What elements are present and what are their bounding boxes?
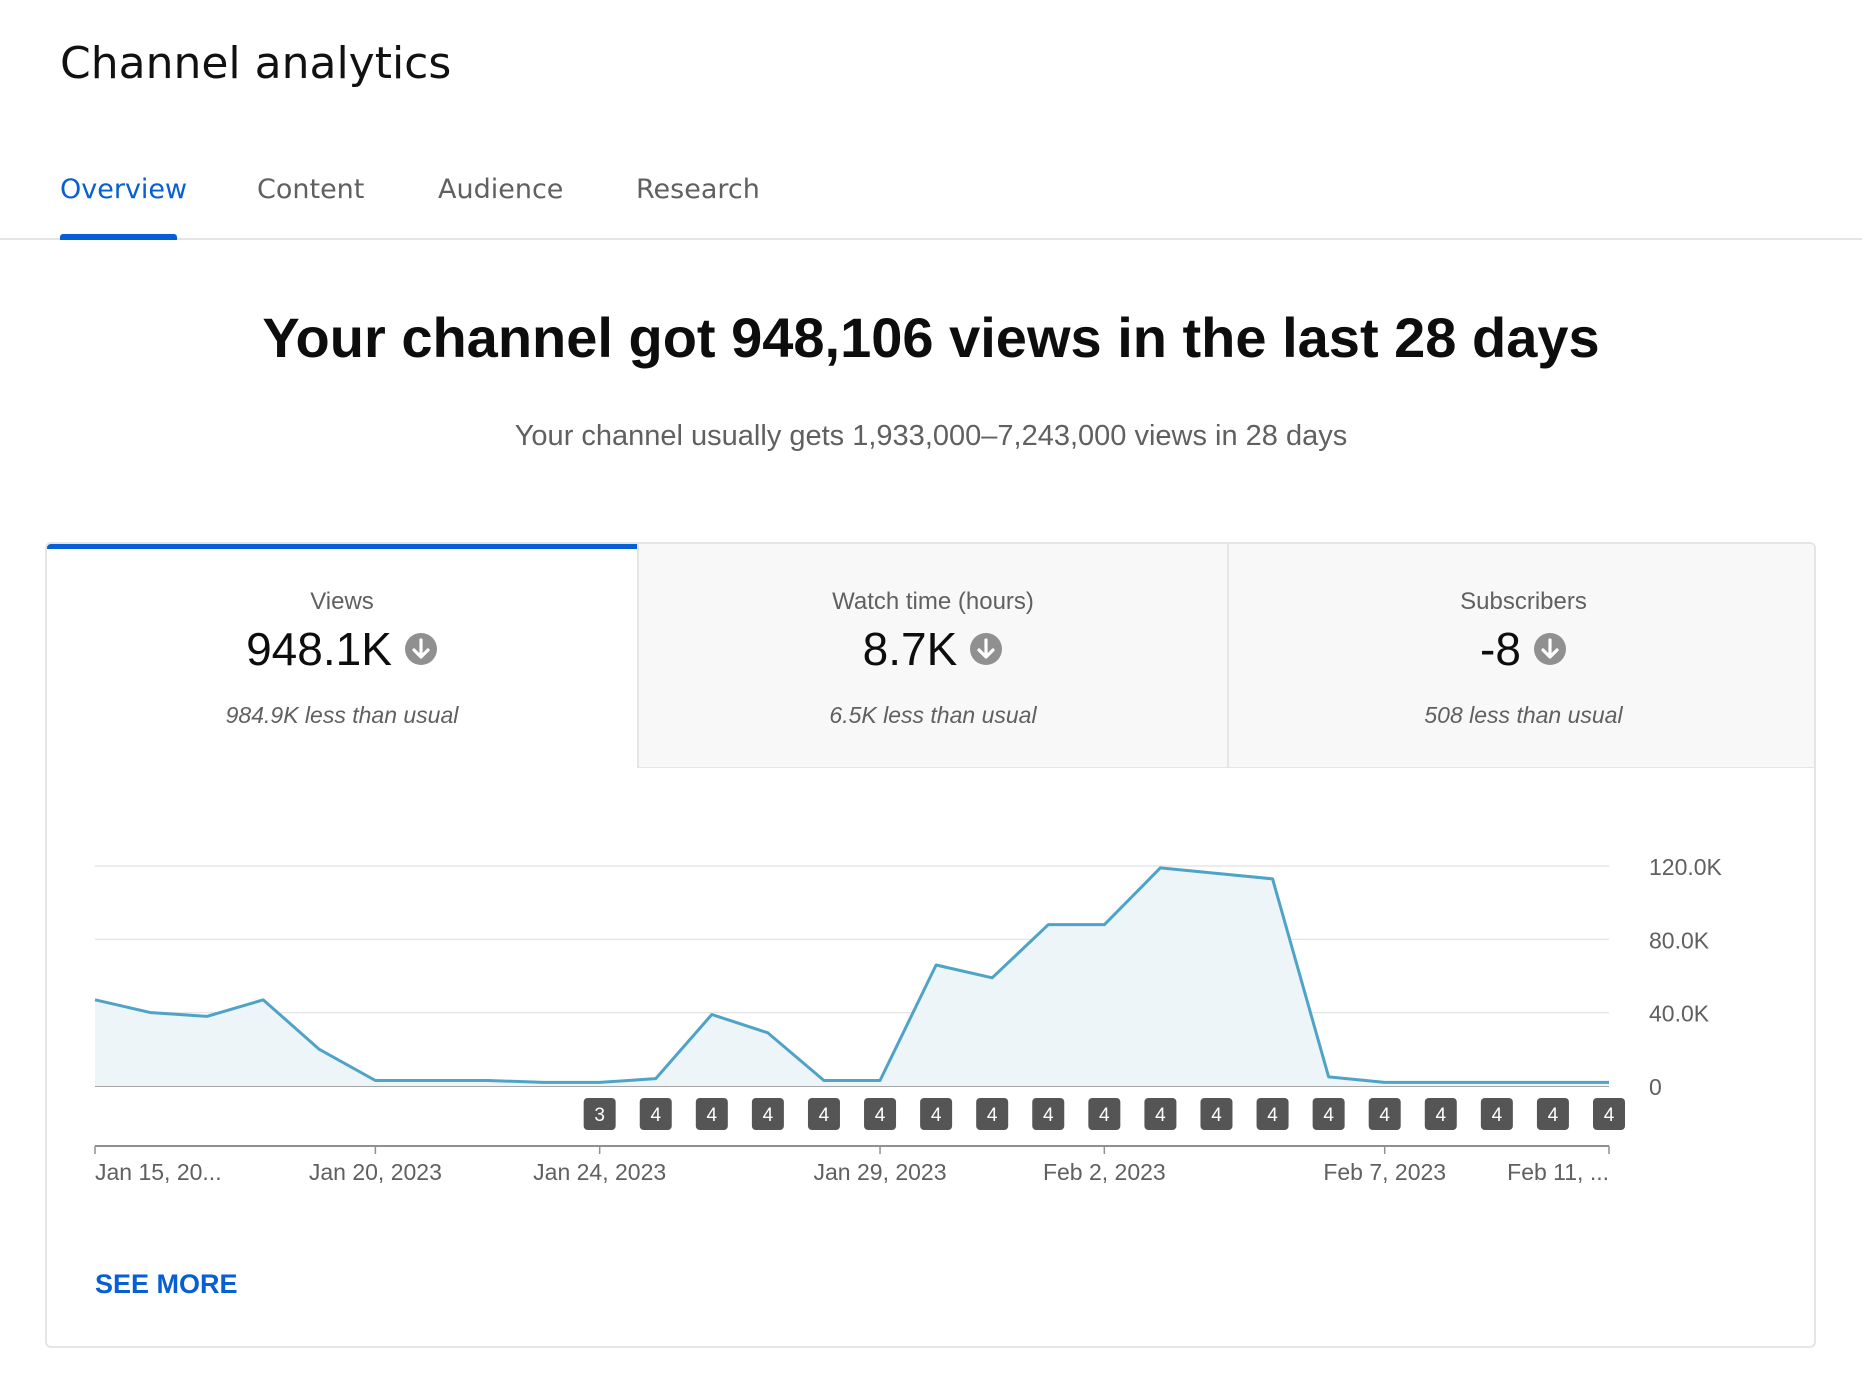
views-area-fill — [95, 867, 1609, 1086]
views-line-chart: 120.0K 80.0K 40.0K 0 3 4 4 4 4 4 4 4 4 4 4 4 4 4 4 4 4 4 4 Jan … — [94, 854, 1723, 1185]
tab-research[interactable]: Research — [636, 174, 760, 205]
content-marker — [1312, 1098, 1345, 1130]
content-marker — [1593, 1098, 1625, 1130]
x-tick-label: Jan 20, 2023 — [309, 1159, 442, 1185]
analytics-tabs: Overview Content Audience Research — [0, 150, 1862, 240]
x-tick-label: Jan 24, 2023 — [533, 1159, 666, 1185]
content-marker-label: 4 — [1379, 1105, 1390, 1126]
y-tick-label: 120.0K — [1649, 854, 1723, 880]
content-marker — [864, 1098, 897, 1130]
content-marker-label: 4 — [1492, 1105, 1503, 1126]
metric-comparison: 508 less than usual — [1424, 702, 1623, 728]
key-metrics-card: Views 948.1K 984.9K less than usual Watc… — [45, 542, 1816, 1348]
arrow-down-circle-icon — [1533, 632, 1567, 666]
content-marker-label: 4 — [1323, 1105, 1334, 1126]
metric-value: 948.1K — [246, 623, 392, 675]
metric-comparison: 6.5K less than usual — [829, 702, 1037, 728]
content-marker-label: 4 — [763, 1105, 774, 1126]
content-marker — [1256, 1098, 1289, 1130]
content-marker — [920, 1098, 953, 1130]
arrow-down-circle-icon — [404, 632, 438, 666]
x-tick-label: Feb 11, ... — [1507, 1159, 1609, 1185]
content-marker-label: 4 — [987, 1105, 998, 1126]
metric-tab-watch-time[interactable]: Watch time (hours) 8.7K 6.5K less than u… — [637, 544, 1227, 768]
tab-overview[interactable]: Overview — [60, 174, 188, 205]
y-tick-label: 80.0K — [1649, 927, 1710, 953]
x-tick-label: Jan 29, 2023 — [814, 1159, 947, 1185]
content-marker-label: 4 — [1211, 1105, 1222, 1126]
x-tick-label: Jan 15, 20... — [95, 1159, 222, 1185]
content-marker — [807, 1098, 840, 1130]
content-marker — [1088, 1098, 1121, 1130]
summary-subheadline: Your channel usually gets 1,933,000–7,24… — [514, 420, 1348, 452]
metric-value: -8 — [1480, 623, 1521, 675]
content-marker — [583, 1098, 616, 1130]
content-marker-label: 4 — [1548, 1105, 1559, 1126]
content-marker — [695, 1098, 728, 1130]
content-marker-label: 4 — [707, 1105, 718, 1126]
page-title: Channel analytics — [60, 38, 452, 89]
summary-headline: Your channel got 948,106 views in the la… — [262, 306, 1600, 369]
active-metric-indicator — [47, 544, 637, 549]
metric-comparison: 984.9K less than usual — [225, 702, 459, 728]
content-marker-label: 4 — [1043, 1105, 1054, 1126]
metric-tab-subscribers[interactable]: Subscribers -8 508 less than usual — [1227, 544, 1814, 768]
content-marker-label: 4 — [1155, 1105, 1166, 1126]
content-marker — [1032, 1098, 1065, 1130]
content-marker — [976, 1098, 1009, 1130]
content-marker-label: 4 — [931, 1105, 942, 1126]
y-tick-label: 0 — [1649, 1074, 1662, 1100]
content-marker-label: 4 — [1604, 1105, 1615, 1126]
arrow-down-circle-icon — [969, 632, 1003, 666]
content-marker-label: 4 — [819, 1105, 830, 1126]
tab-audience[interactable]: Audience — [438, 174, 564, 205]
metric-tab-views[interactable]: Views 948.1K 984.9K less than usual — [47, 544, 637, 768]
views-series-line — [94, 866, 1609, 1084]
x-tick-label: Feb 7, 2023 — [1323, 1159, 1446, 1185]
content-marker — [1480, 1098, 1513, 1130]
content-marker — [1144, 1098, 1177, 1130]
content-marker-label: 4 — [1099, 1105, 1110, 1126]
content-marker — [1200, 1098, 1233, 1130]
see-more-button[interactable]: SEE MORE — [95, 1269, 238, 1299]
content-marker — [1536, 1098, 1569, 1130]
content-marker — [751, 1098, 784, 1130]
content-marker-label: 4 — [650, 1105, 661, 1126]
metric-value: 8.7K — [862, 623, 958, 675]
content-marker-label: 4 — [1435, 1105, 1446, 1126]
x-tick-label: Feb 2, 2023 — [1043, 1159, 1166, 1185]
metric-label: Watch time (hours) — [832, 588, 1034, 615]
y-tick-label: 40.0K — [1649, 1001, 1710, 1027]
active-tab-indicator — [60, 234, 177, 240]
content-marker — [639, 1098, 672, 1130]
content-marker-label: 4 — [875, 1105, 886, 1126]
content-marker-label: 3 — [594, 1105, 605, 1126]
content-marker — [1424, 1098, 1457, 1130]
content-marker-label: 4 — [1267, 1105, 1278, 1126]
content-marker — [1368, 1098, 1401, 1130]
metric-label: Views — [310, 588, 374, 615]
metric-label: Subscribers — [1460, 588, 1587, 615]
tab-content[interactable]: Content — [257, 174, 365, 205]
